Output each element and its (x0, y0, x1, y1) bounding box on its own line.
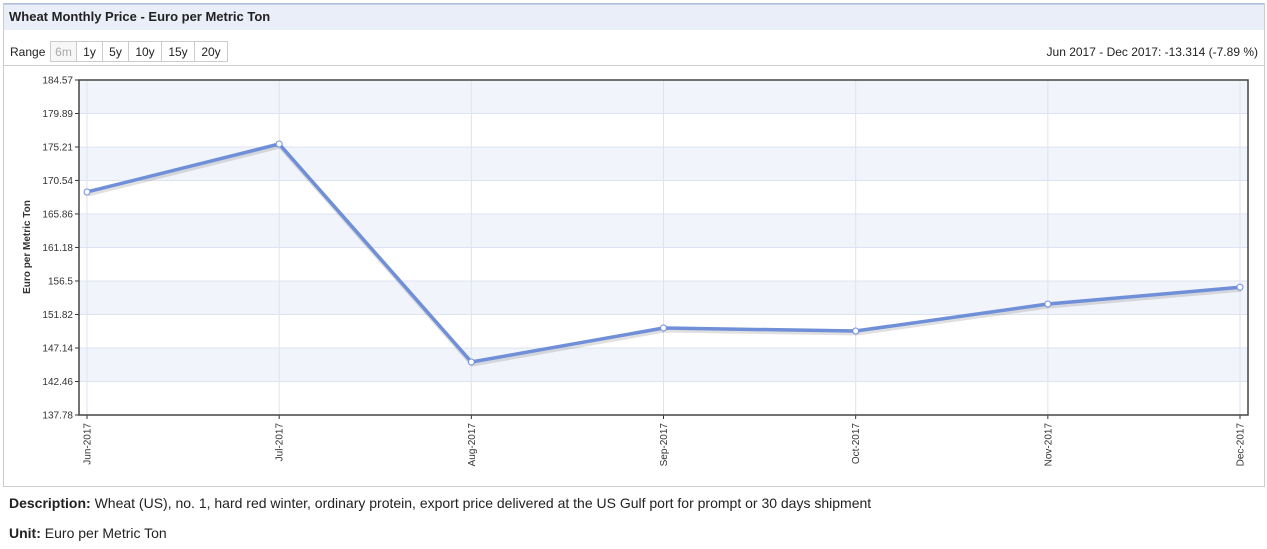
chart: Wheat Monthly Price - Euro per Metric To… (3, 3, 1265, 487)
unit-text: Euro per Metric Ton (44, 525, 167, 541)
point (275, 140, 283, 148)
range-summary: Jun 2017 - Dec 2017: -13.314 (-7.89 %) (1047, 45, 1258, 59)
plot-frame (3, 65, 1265, 487)
y-tick-label: 184.57 (42, 76, 73, 87)
y-tick-label: 142.46 (42, 377, 73, 388)
chart-title: Wheat Monthly Price - Euro per Metric To… (9, 9, 270, 24)
y-tick-label: 161.18 (42, 243, 73, 254)
unit: Unit: Euro per Metric Ton (9, 525, 167, 541)
point (83, 188, 91, 196)
point (467, 358, 475, 366)
y-tick-label: 175.21 (42, 143, 73, 154)
x-tick-label: Jun-2017 (83, 423, 94, 465)
point (852, 327, 860, 335)
range-button-label[interactable]: 6m (55, 45, 72, 59)
point (1044, 300, 1052, 308)
range-button-label[interactable]: 20y (201, 45, 220, 59)
description-text: Wheat (US), no. 1, hard red winter, ordi… (94, 495, 872, 511)
y-tick-label: 137.78 (42, 411, 73, 422)
range-label: Range (10, 45, 46, 59)
x-tick-label: Aug-2017 (467, 423, 478, 467)
unit-label: Unit: (9, 525, 41, 541)
description-label: Description: (9, 495, 91, 511)
range-button[interactable] (194, 41, 228, 62)
y-axis-title: Euro per Metric Ton (22, 200, 33, 294)
x-tick-label: Sep-2017 (659, 423, 670, 467)
y-tick-label: 179.89 (42, 109, 73, 120)
y-tick-label: 170.54 (42, 176, 73, 187)
plot-border (78, 79, 1249, 416)
y-tick-label: 165.86 (42, 209, 73, 220)
x-tick-label: Dec-2017 (1236, 423, 1247, 467)
range-button-label[interactable]: 10y (135, 45, 154, 59)
point (660, 324, 667, 332)
range-button-label[interactable]: 15y (168, 45, 187, 59)
point (1236, 283, 1244, 291)
range-button-label[interactable]: 5y (109, 45, 122, 59)
range-button-label[interactable]: 1y (83, 45, 96, 59)
header-bar (4, 4, 1264, 30)
y-tick-label: 156.5 (48, 276, 73, 287)
x-tick-label: Jul-2017 (275, 423, 286, 462)
y-tick-label: 151.82 (42, 310, 73, 321)
x-tick-label: Oct-2017 (851, 423, 862, 465)
description: Description: Wheat (US), no. 1, hard red… (9, 495, 871, 511)
x-tick-label: Nov-2017 (1043, 423, 1054, 467)
y-tick-label: 147.14 (42, 343, 73, 354)
